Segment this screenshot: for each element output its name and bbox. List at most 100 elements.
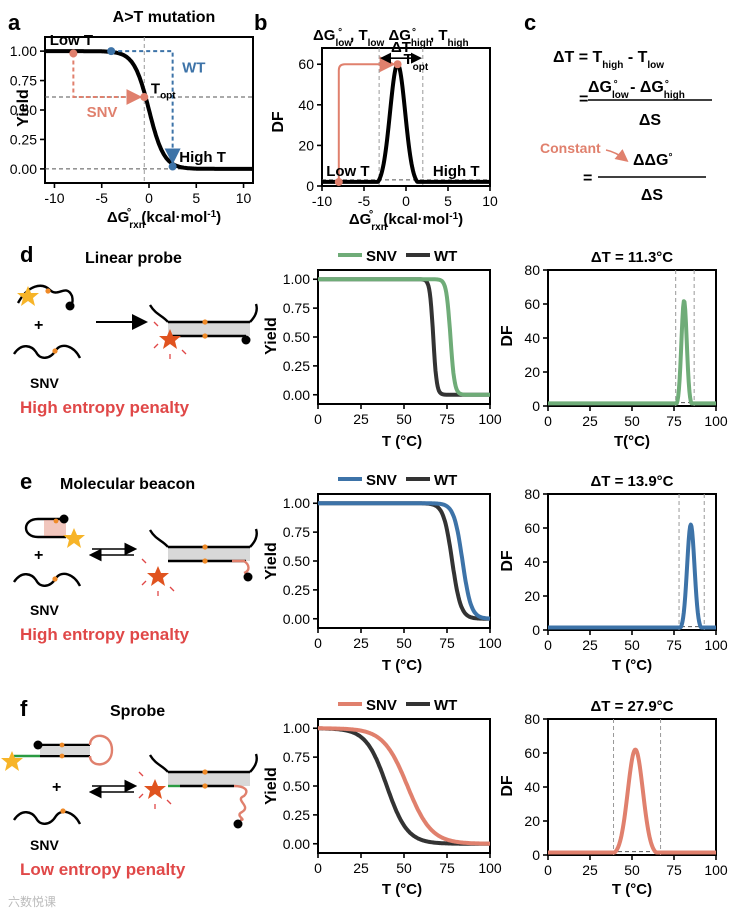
y-tick-label: 60	[524, 520, 540, 536]
series-line-df	[546, 299, 718, 406]
marker-topt-b	[393, 60, 402, 69]
df-ylabel-e: DF	[499, 550, 516, 572]
series-line-snv	[316, 726, 492, 846]
watermark: 六数悦课	[8, 894, 56, 909]
marker-wt	[107, 47, 116, 56]
y-tick-label: 20	[524, 364, 540, 380]
duplex-f-quencher	[233, 819, 243, 829]
yield-ylabel-d: Yield	[263, 317, 280, 355]
panel-f: f Sprobe + SNV Low entropy penalty	[1, 696, 728, 898]
constant-arrow	[605, 149, 629, 162]
target-strand-e	[13, 572, 82, 587]
x-tick-label: 0	[544, 413, 552, 429]
panel-letter-a: a	[8, 10, 21, 35]
duplex-e-snp-1	[202, 544, 208, 550]
y-tick-label: 0.75	[10, 73, 37, 89]
x-tick-label: -10	[312, 193, 332, 209]
marker-low-t	[69, 49, 78, 58]
x-tick-label: 10	[482, 193, 498, 209]
y-tick-label: 0.00	[283, 836, 310, 852]
series-line-df	[546, 747, 718, 855]
y-tick-label: 0.50	[283, 329, 310, 345]
x-tick-label: 5	[444, 193, 452, 209]
series-line-df	[546, 522, 718, 630]
y-tick-label: 1.00	[283, 720, 310, 736]
y-tick-label: 0	[532, 398, 540, 414]
panel-letter-e: e	[20, 469, 32, 494]
panel-b: b ΔGlow°, Tlow ΔGhigh°, Thigh DF -10 -5 0 5…	[254, 10, 498, 233]
series-line-snv	[316, 277, 492, 397]
y-tick-label: 1.00	[283, 271, 310, 287]
snv-label: SNV	[30, 375, 59, 391]
target-snp-dot-e	[52, 576, 58, 582]
y-tick-label: 20	[298, 137, 314, 153]
target-strand-f	[13, 810, 82, 825]
beacon-stem-shading	[44, 520, 66, 536]
target-snp-dot	[52, 348, 58, 354]
y-tick-label: 0.50	[283, 553, 310, 569]
y-tick-label: 80	[524, 711, 540, 727]
y-tick-label: 0.00	[10, 161, 37, 177]
duplex-shading	[168, 322, 250, 336]
x-tick-label: 50	[396, 411, 412, 427]
y-tick-label: 0	[532, 847, 540, 863]
label-low-t-b: Low T	[326, 163, 369, 180]
plus-sign: +	[34, 317, 43, 334]
x-tick-label: 50	[624, 862, 640, 878]
y-tick-label: 60	[524, 296, 540, 312]
duplex-e-stem-loop	[232, 559, 250, 575]
panel-a-xlabel: ΔGrxn° (kcal·mol-1)	[107, 207, 221, 231]
axes-frame	[317, 269, 491, 405]
panel-d: d Linear probe + SNV High entropy penalt…	[13, 242, 728, 450]
x-tick-label: 0	[544, 637, 552, 653]
snv-label-e: SNV	[30, 602, 59, 618]
equation-2-equals: =	[579, 91, 588, 108]
beacon-snp-dot	[53, 518, 59, 524]
y-tick-label: 20	[524, 588, 540, 604]
x-tick-label: 75	[666, 637, 682, 653]
y-tick-label: 0.75	[283, 524, 310, 540]
y-tick-label: 0	[306, 178, 314, 194]
x-tick-label: 100	[478, 411, 502, 427]
x-tick-label: 0	[145, 190, 153, 206]
constant-label: Constant	[540, 140, 601, 156]
emitting-star-icon	[159, 329, 181, 349]
sprobe-fluor-star-icon	[1, 751, 23, 771]
legend-label-wt-d: WT	[434, 248, 457, 265]
plus-sign-f: +	[52, 779, 61, 796]
df-xlabel-d: T(°C)	[614, 433, 650, 450]
df-title-e: ΔT = 13.9°C	[590, 473, 673, 490]
y-tick-label: 40	[298, 97, 314, 113]
y-tick-label: 0.50	[10, 102, 37, 118]
beacon-hairpin	[24, 517, 66, 539]
snp-site-dot	[45, 288, 51, 294]
label-wt: WT	[182, 59, 205, 76]
plus-sign-e: +	[34, 547, 43, 564]
x-tick-label: 25	[582, 862, 598, 878]
equation-3-denominator: ΔS	[641, 187, 664, 204]
snv-path-arrow	[72, 53, 143, 106]
panel-b-title: ΔGlow°, Tlow ΔGhigh°, Thigh	[313, 27, 469, 49]
x-tick-label: 75	[666, 413, 682, 429]
x-tick-label: 100	[478, 860, 502, 876]
y-tick-label: 80	[524, 262, 540, 278]
marker-low-t-b	[334, 177, 343, 186]
panel-b-axes: -10 -5 0 5 10 0 20 40 60 ΔT Low T High T Topt	[298, 39, 498, 209]
series-line-wt	[316, 726, 492, 846]
penalty-text-d: High entropy penalty	[20, 398, 190, 417]
df-axes-f: 0 25 50 75 100 0 20 40 60 80	[524, 711, 727, 878]
yield-xlabel-f: T (°C)	[382, 881, 422, 898]
beacon-quencher-dot	[59, 514, 69, 524]
y-tick-label: 0.25	[283, 582, 310, 598]
equation-3-equals: =	[583, 170, 592, 187]
y-tick-label: 40	[524, 779, 540, 795]
x-tick-label: 0	[314, 860, 322, 876]
sprobe-shading	[40, 746, 90, 755]
y-tick-label: 0.25	[283, 807, 310, 823]
df-xlabel-f: T (°C)	[612, 881, 652, 898]
y-tick-label: 60	[524, 745, 540, 761]
x-tick-label: 75	[439, 860, 455, 876]
panel-a: a A>T mutation Yield -10 -5 0 5 10 0.00 0.25 0.…	[8, 9, 255, 231]
yield-axes-d: 0 25 50 75 100 0.00 0.25 0.50 0.75 1.00	[283, 269, 502, 427]
